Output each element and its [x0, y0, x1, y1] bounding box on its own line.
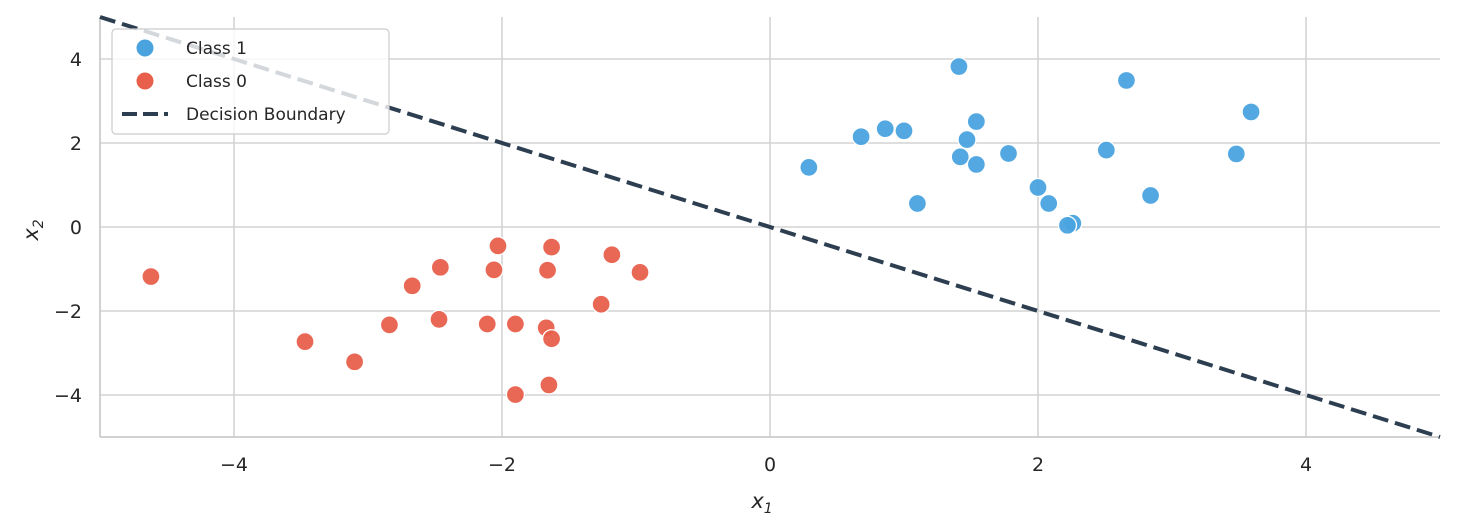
axes: [99, 17, 1440, 438]
data-point: [602, 245, 622, 265]
data-point: [950, 147, 970, 167]
data-point: [966, 111, 987, 132]
y-tick-label: 4: [70, 49, 82, 71]
data-point: [505, 314, 526, 334]
data-point: [1028, 177, 1048, 198]
y-tick-labels: −4 −2 0 2 4: [54, 49, 82, 407]
x-tick-label: −4: [220, 454, 248, 476]
grid-lines: [100, 17, 1440, 437]
data-point: [141, 266, 161, 287]
data-point: [957, 129, 977, 150]
data-point: [998, 143, 1019, 164]
legend-class0-marker-icon: [136, 72, 154, 90]
data-point: [1241, 102, 1261, 122]
data-point: [1140, 185, 1161, 206]
data-point: [907, 193, 928, 214]
y-tick-label: 0: [70, 217, 82, 239]
data-point: [429, 309, 449, 330]
data-point: [1116, 70, 1137, 91]
data-point: [949, 56, 969, 77]
legend-class0-label: Class 0: [186, 72, 247, 92]
data-point: [591, 294, 611, 314]
data-point: [537, 260, 558, 280]
data-point: [541, 329, 562, 349]
data-point: [484, 260, 504, 280]
x-tick-label: 4: [1300, 454, 1312, 476]
y-tick-label: −2: [54, 301, 82, 323]
legend-class1-label: Class 1: [186, 39, 247, 59]
legend-boundary-label: Decision Boundary: [186, 105, 346, 125]
data-point: [966, 154, 987, 175]
data-point: [488, 236, 508, 256]
legend: Class 1 Class 0 Decision Boundary: [111, 28, 390, 135]
data-point: [630, 262, 650, 283]
legend-class1-marker-icon: [136, 39, 154, 57]
data-point: [295, 332, 315, 352]
x-tick-label: −2: [488, 454, 516, 476]
data-point: [1096, 140, 1116, 160]
x-tick-label: 0: [764, 454, 776, 476]
legend-box: [111, 28, 390, 135]
data-point: [477, 314, 497, 334]
data-point: [344, 352, 365, 372]
data-point: [539, 375, 559, 395]
data-point: [851, 127, 871, 147]
data-point: [379, 315, 400, 335]
data-points: [141, 56, 1261, 405]
x-tick-labels: −4 −2 0 2 4: [220, 454, 1312, 476]
data-point: [402, 276, 422, 296]
y-tick-label: −4: [54, 385, 82, 407]
data-point: [875, 119, 895, 139]
data-point: [799, 157, 819, 178]
data-point: [430, 257, 451, 277]
data-point: [894, 121, 914, 141]
data-point: [1057, 215, 1078, 235]
x-axis-label: x1: [750, 489, 772, 517]
y-tick-label: 2: [70, 133, 82, 155]
data-point: [1039, 193, 1059, 214]
data-point: [1226, 144, 1246, 164]
y-axis-label: x2: [19, 219, 47, 241]
data-point: [505, 384, 526, 405]
data-point: [541, 237, 562, 257]
x-tick-label: 2: [1032, 454, 1044, 476]
